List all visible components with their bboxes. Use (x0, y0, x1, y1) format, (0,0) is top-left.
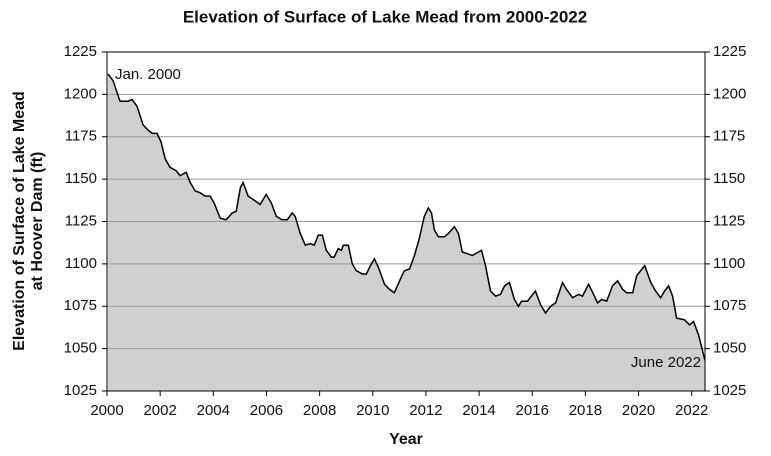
x-tick-label: 2022 (675, 402, 708, 419)
x-tick-label: 2014 (462, 402, 495, 419)
x-tick-label: 2018 (569, 402, 602, 419)
y2-tick-label: 1025 (713, 382, 746, 399)
y2-tick-label: 1225 (713, 43, 746, 60)
x-tick-label: 2002 (143, 402, 176, 419)
x-axis-label: Year (389, 431, 423, 448)
chart-title: Elevation of Surface of Lake Mead from 2… (183, 7, 587, 26)
plot-frame (106, 51, 706, 392)
y-axis-label: at Hoover Dam (ft) (29, 152, 46, 291)
y-tick-label: 1175 (65, 128, 97, 145)
x-tick-label: 2010 (356, 402, 389, 419)
y-tick-label: 1225 (64, 43, 97, 60)
x-tick-label: 2012 (409, 402, 442, 419)
x-tick-label: 2020 (622, 402, 655, 419)
y-tick-label: 1075 (64, 297, 97, 314)
area-line (107, 73, 706, 361)
y-tick-label: 1025 (64, 382, 97, 399)
x-tick-label: 2004 (197, 402, 230, 419)
area-fill (108, 74, 706, 391)
x-tick-label: 2006 (250, 402, 283, 419)
y2-tick-label: 1200 (713, 85, 746, 102)
annotation: Jan. 2000 (115, 66, 181, 83)
y-tick-label: 1150 (65, 170, 97, 187)
y2-tick-label: 1175 (713, 128, 745, 145)
x-tick-label: 2016 (516, 402, 549, 419)
y-tick-label: 1100 (65, 255, 97, 272)
y2-tick-label: 1125 (713, 212, 745, 229)
y2-tick-label: 1075 (713, 297, 746, 314)
y-tick-label: 1125 (65, 212, 97, 229)
y2-tick-label: 1050 (713, 340, 746, 357)
y-axis-label: Elevation of Surface of Lake Mead (11, 91, 28, 351)
y2-tick-label: 1100 (713, 255, 745, 272)
annotation: June 2022 (631, 354, 701, 371)
x-tick-label: 2000 (90, 402, 123, 419)
y-tick-label: 1050 (64, 340, 97, 357)
y-tick-label: 1200 (64, 85, 97, 102)
x-tick-label: 2008 (303, 402, 336, 419)
y2-tick-label: 1150 (713, 170, 745, 187)
